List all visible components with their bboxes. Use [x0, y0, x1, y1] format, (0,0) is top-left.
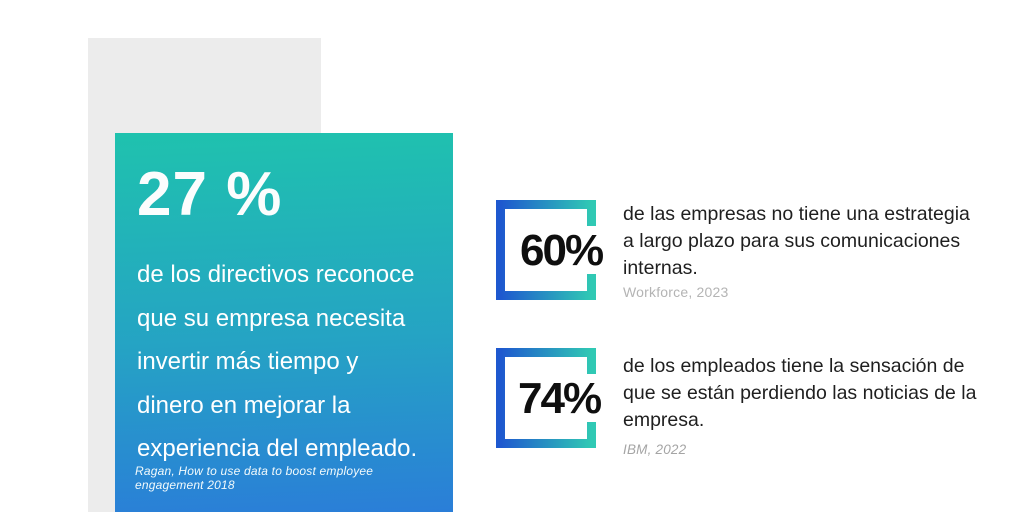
- highlight-card: 27 % de los directivos reconoce que su e…: [115, 133, 453, 512]
- card-description: de los directivos reconoce que su empres…: [137, 261, 418, 462]
- bracket-frame-icon: [496, 200, 596, 300]
- stat-value: 60%: [520, 226, 604, 275]
- stat-value: 74%: [518, 374, 602, 423]
- stat-source-citation: Workforce, 2023: [623, 284, 729, 300]
- card-source-citation: Ragan, How to use data to boost employee…: [135, 464, 374, 492]
- bracket-frame-icon: [496, 348, 596, 448]
- card-stat-value: 27 %: [137, 160, 283, 229]
- stat-description: de las empresas no tiene una estrategia …: [623, 203, 970, 279]
- stat-source-citation: IBM, 2022: [623, 442, 687, 457]
- stat-description: de los empleados tiene la sensación de q…: [623, 355, 977, 431]
